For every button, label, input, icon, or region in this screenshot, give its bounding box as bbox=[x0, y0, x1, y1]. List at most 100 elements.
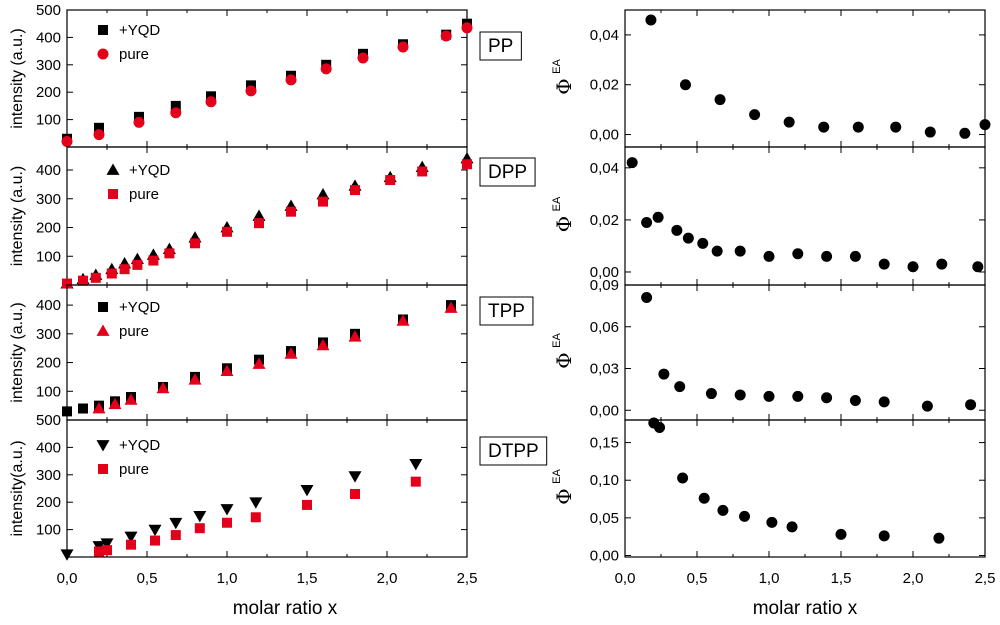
dtpp-data-point bbox=[348, 471, 362, 483]
pp-intensity-y-tick-label: 100 bbox=[36, 112, 61, 129]
dtpp-phi-data-point bbox=[698, 492, 710, 504]
dpp-data-point bbox=[90, 272, 101, 283]
dtpp-phi-data-point bbox=[933, 532, 945, 544]
dpp-intensity-y-tick-label: 100 bbox=[36, 248, 61, 265]
tpp-legend-marker bbox=[98, 302, 108, 312]
dpp-phi-series bbox=[626, 157, 984, 273]
tpp-phi-y-axis-title: Φ EA bbox=[551, 333, 576, 369]
dpp-phi-data-point bbox=[682, 232, 694, 244]
dpp-data-point bbox=[78, 275, 88, 286]
dpp-data-point bbox=[132, 259, 143, 270]
dtpp-phi-y-tick-label: 0,00 bbox=[590, 547, 619, 564]
pp-compound-label: PP bbox=[488, 36, 513, 57]
pp-intensity-y-axis-title: intensity (a.u.) bbox=[9, 28, 26, 128]
dtpp-phi-y-tick-label: 0,15 bbox=[590, 435, 619, 452]
dpp-intensity-y-tick-label: 200 bbox=[36, 220, 61, 237]
tpp-phi-series bbox=[641, 292, 977, 412]
dpp-phi-y-tick-label: 0,00 bbox=[590, 264, 619, 281]
dpp-phi-data-point bbox=[821, 250, 833, 262]
dpp-phi-y-tick-label: 0,02 bbox=[590, 212, 619, 229]
dtpp-data-point bbox=[126, 539, 136, 550]
tpp-phi-y-tick-label: 0,00 bbox=[590, 402, 619, 419]
dtpp-phi-data-point bbox=[878, 530, 890, 542]
dtpp-phi-x-tick-label: 1,0 bbox=[759, 570, 780, 587]
dtpp-intensity-x-tick-label: 0,5 bbox=[137, 570, 158, 587]
dpp-data-point bbox=[62, 278, 72, 289]
dtpp-phi-x-tick-label: 1,5 bbox=[831, 570, 852, 587]
pp-phi-plot-frame bbox=[624, 9, 986, 148]
tpp-series-pure bbox=[92, 301, 458, 414]
dtpp-data-point bbox=[169, 517, 183, 530]
dtpp-legend-label: +YQD bbox=[119, 437, 160, 454]
dtpp-series-pure bbox=[94, 476, 421, 557]
pp-phi-data-point bbox=[890, 121, 902, 133]
pp-data-point bbox=[94, 122, 104, 133]
dpp-data-point bbox=[417, 166, 428, 177]
pp-phi-data-point bbox=[714, 94, 726, 106]
tpp-phi-y-tick-label: 0,06 bbox=[590, 319, 619, 336]
tpp-data-point bbox=[188, 373, 202, 385]
dtpp-data-point bbox=[102, 545, 112, 556]
dtpp-phi-data-point bbox=[654, 422, 666, 434]
tpp-data-point bbox=[92, 402, 106, 414]
tpp-data-point bbox=[108, 397, 122, 410]
pp-phi-data-point bbox=[783, 116, 795, 128]
dpp-phi-data-point bbox=[878, 258, 890, 270]
pp-data-point bbox=[440, 30, 452, 42]
dtpp-data-point bbox=[410, 476, 421, 487]
tpp-phi-data-point bbox=[705, 388, 717, 400]
dpp-data-point bbox=[190, 238, 200, 249]
dpp-phi-data-point bbox=[936, 258, 948, 270]
tpp-data-point bbox=[348, 330, 362, 342]
dpp-data-point bbox=[252, 209, 266, 221]
dpp-data-point bbox=[385, 175, 396, 186]
dtpp-intensity-y-tick-label: 200 bbox=[36, 494, 61, 511]
dpp-phi-plot-frame bbox=[624, 146, 986, 286]
dtpp-data-point bbox=[124, 531, 138, 543]
dpp-phi-data-point bbox=[652, 211, 664, 223]
tpp-phi-data-point bbox=[821, 392, 833, 404]
dtpp-data-point bbox=[148, 524, 162, 537]
dtpp-data-point bbox=[300, 484, 314, 497]
dtpp-phi-data-point bbox=[677, 472, 689, 484]
dtpp-intensity-y-tick-label: 100 bbox=[36, 522, 61, 539]
dpp-data-point bbox=[164, 248, 175, 259]
dtpp-data-point bbox=[193, 511, 207, 523]
dtpp-legend-marker bbox=[98, 464, 108, 474]
dpp-legend-label: +YQD bbox=[129, 162, 170, 179]
pp-data-point bbox=[170, 100, 181, 111]
pp-compound-label-box bbox=[479, 31, 522, 61]
tpp-data-point bbox=[444, 301, 458, 313]
pp-data-point bbox=[205, 96, 217, 108]
tpp-phi-superscript: EA bbox=[551, 333, 563, 348]
dtpp-data-point bbox=[222, 517, 232, 528]
tpp-phi-data-point bbox=[849, 395, 861, 407]
dpp-phi-data-point bbox=[763, 250, 775, 262]
tpp-compound-label-box bbox=[479, 296, 534, 326]
dpp-data-point bbox=[286, 206, 296, 217]
tpp-data-point bbox=[156, 381, 170, 394]
pp-phi-data-point bbox=[924, 126, 936, 138]
dtpp-data-point bbox=[302, 499, 312, 510]
pp-phi-superscript: EA bbox=[551, 59, 563, 74]
tpp-data-point bbox=[396, 314, 410, 326]
dtpp-data-point bbox=[409, 458, 423, 471]
tpp-phi-plot-frame bbox=[624, 284, 986, 421]
tpp-legend-marker bbox=[96, 324, 110, 336]
dpp-data-point bbox=[222, 226, 232, 237]
pp-data-point bbox=[320, 63, 332, 75]
dpp-intensity-y-axis-title: intensity (a.u.) bbox=[9, 166, 26, 266]
tpp-intensity-y-tick-label: 200 bbox=[36, 355, 61, 372]
pp-phi-series bbox=[645, 14, 991, 139]
dpp-intensity-y-tick-label: 400 bbox=[36, 162, 61, 179]
dtpp-compound-label: DTPP bbox=[488, 441, 539, 462]
tpp-data-point bbox=[316, 338, 330, 351]
pp-phi-symbol: Φ bbox=[552, 78, 576, 94]
dtpp-phi-y-tick-label: 0,10 bbox=[590, 472, 619, 489]
tpp-intensity-y-axis-title: intensity (a.u.) bbox=[9, 302, 26, 402]
dpp-legend-label: pure bbox=[129, 186, 159, 203]
dpp-phi-data-point bbox=[907, 261, 919, 273]
tpp-data-point bbox=[124, 393, 138, 405]
pp-data-point bbox=[461, 22, 473, 34]
